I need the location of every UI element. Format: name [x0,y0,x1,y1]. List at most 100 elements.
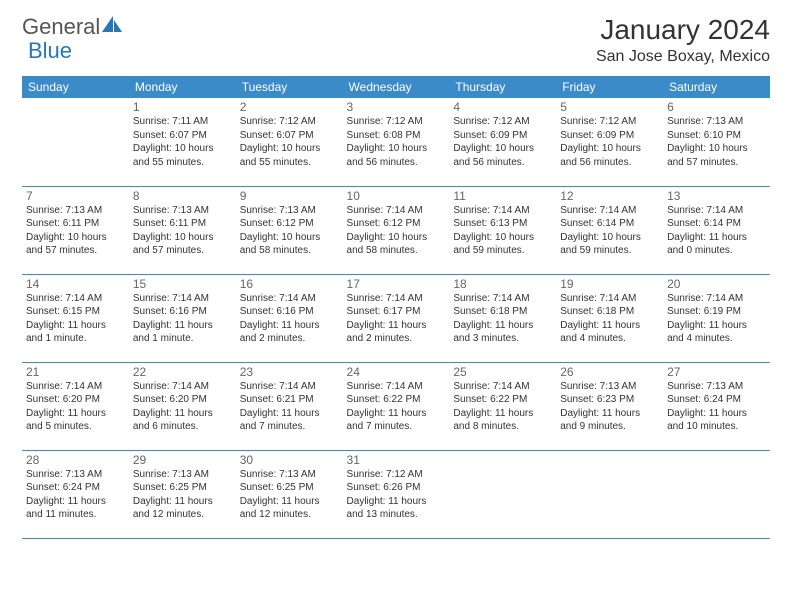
day-details: Sunrise: 7:11 AMSunset: 6:07 PMDaylight:… [133,115,232,169]
day-number: 7 [26,189,125,203]
day-number: 2 [240,100,339,114]
calendar-day-cell: 13Sunrise: 7:14 AMSunset: 6:14 PMDayligh… [663,186,770,274]
day-number: 30 [240,453,339,467]
calendar-day-cell: 5Sunrise: 7:12 AMSunset: 6:09 PMDaylight… [556,98,663,186]
day-number: 11 [453,189,552,203]
day-details: Sunrise: 7:13 AMSunset: 6:12 PMDaylight:… [240,204,339,258]
calendar-day-cell: 20Sunrise: 7:14 AMSunset: 6:19 PMDayligh… [663,274,770,362]
calendar-day-cell: 22Sunrise: 7:14 AMSunset: 6:20 PMDayligh… [129,362,236,450]
day-details: Sunrise: 7:13 AMSunset: 6:24 PMDaylight:… [667,380,766,434]
day-number: 21 [26,365,125,379]
calendar-week-row: 14Sunrise: 7:14 AMSunset: 6:15 PMDayligh… [22,274,770,362]
weekday-header: Tuesday [236,76,343,98]
day-details: Sunrise: 7:14 AMSunset: 6:18 PMDaylight:… [560,292,659,346]
day-details: Sunrise: 7:14 AMSunset: 6:13 PMDaylight:… [453,204,552,258]
day-details: Sunrise: 7:13 AMSunset: 6:10 PMDaylight:… [667,115,766,169]
calendar-day-cell: 19Sunrise: 7:14 AMSunset: 6:18 PMDayligh… [556,274,663,362]
day-number: 14 [26,277,125,291]
calendar-day-cell [449,450,556,538]
day-number: 19 [560,277,659,291]
calendar-day-cell: 17Sunrise: 7:14 AMSunset: 6:17 PMDayligh… [343,274,450,362]
day-details: Sunrise: 7:14 AMSunset: 6:14 PMDaylight:… [667,204,766,258]
header: General January 2024 San Jose Boxay, Mex… [22,14,770,66]
day-number: 18 [453,277,552,291]
day-details: Sunrise: 7:13 AMSunset: 6:25 PMDaylight:… [240,468,339,522]
day-number: 13 [667,189,766,203]
day-details: Sunrise: 7:14 AMSunset: 6:20 PMDaylight:… [26,380,125,434]
day-number: 5 [560,100,659,114]
calendar-day-cell: 14Sunrise: 7:14 AMSunset: 6:15 PMDayligh… [22,274,129,362]
calendar-day-cell: 10Sunrise: 7:14 AMSunset: 6:12 PMDayligh… [343,186,450,274]
logo: General [22,14,124,40]
calendar-day-cell: 6Sunrise: 7:13 AMSunset: 6:10 PMDaylight… [663,98,770,186]
weekday-header: Sunday [22,76,129,98]
day-number: 20 [667,277,766,291]
day-details: Sunrise: 7:14 AMSunset: 6:20 PMDaylight:… [133,380,232,434]
day-details: Sunrise: 7:14 AMSunset: 6:16 PMDaylight:… [240,292,339,346]
calendar-day-cell: 26Sunrise: 7:13 AMSunset: 6:23 PMDayligh… [556,362,663,450]
day-number: 9 [240,189,339,203]
calendar-day-cell: 25Sunrise: 7:14 AMSunset: 6:22 PMDayligh… [449,362,556,450]
day-details: Sunrise: 7:12 AMSunset: 6:08 PMDaylight:… [347,115,446,169]
day-details: Sunrise: 7:13 AMSunset: 6:23 PMDaylight:… [560,380,659,434]
day-details: Sunrise: 7:12 AMSunset: 6:09 PMDaylight:… [560,115,659,169]
day-number: 3 [347,100,446,114]
calendar-day-cell: 2Sunrise: 7:12 AMSunset: 6:07 PMDaylight… [236,98,343,186]
day-details: Sunrise: 7:12 AMSunset: 6:07 PMDaylight:… [240,115,339,169]
page: General January 2024 San Jose Boxay, Mex… [0,0,792,553]
day-details: Sunrise: 7:12 AMSunset: 6:09 PMDaylight:… [453,115,552,169]
calendar-day-cell: 12Sunrise: 7:14 AMSunset: 6:14 PMDayligh… [556,186,663,274]
calendar-day-cell: 7Sunrise: 7:13 AMSunset: 6:11 PMDaylight… [22,186,129,274]
calendar-day-cell: 24Sunrise: 7:14 AMSunset: 6:22 PMDayligh… [343,362,450,450]
day-details: Sunrise: 7:13 AMSunset: 6:11 PMDaylight:… [26,204,125,258]
day-number: 15 [133,277,232,291]
month-title: January 2024 [596,14,770,46]
day-details: Sunrise: 7:14 AMSunset: 6:12 PMDaylight:… [347,204,446,258]
calendar-week-row: 1Sunrise: 7:11 AMSunset: 6:07 PMDaylight… [22,98,770,186]
calendar-day-cell: 9Sunrise: 7:13 AMSunset: 6:12 PMDaylight… [236,186,343,274]
day-details: Sunrise: 7:14 AMSunset: 6:21 PMDaylight:… [240,380,339,434]
day-number: 27 [667,365,766,379]
calendar-table: SundayMondayTuesdayWednesdayThursdayFrid… [22,76,770,539]
weekday-header: Thursday [449,76,556,98]
day-number: 26 [560,365,659,379]
calendar-day-cell: 4Sunrise: 7:12 AMSunset: 6:09 PMDaylight… [449,98,556,186]
calendar-day-cell: 11Sunrise: 7:14 AMSunset: 6:13 PMDayligh… [449,186,556,274]
calendar-body: 1Sunrise: 7:11 AMSunset: 6:07 PMDaylight… [22,98,770,538]
calendar-week-row: 7Sunrise: 7:13 AMSunset: 6:11 PMDaylight… [22,186,770,274]
title-block: January 2024 San Jose Boxay, Mexico [596,14,770,66]
day-number: 4 [453,100,552,114]
day-details: Sunrise: 7:14 AMSunset: 6:17 PMDaylight:… [347,292,446,346]
day-number: 6 [667,100,766,114]
day-details: Sunrise: 7:13 AMSunset: 6:25 PMDaylight:… [133,468,232,522]
day-number: 17 [347,277,446,291]
calendar-day-cell: 8Sunrise: 7:13 AMSunset: 6:11 PMDaylight… [129,186,236,274]
calendar-day-cell: 3Sunrise: 7:12 AMSunset: 6:08 PMDaylight… [343,98,450,186]
day-details: Sunrise: 7:14 AMSunset: 6:22 PMDaylight:… [347,380,446,434]
calendar-day-cell: 31Sunrise: 7:12 AMSunset: 6:26 PMDayligh… [343,450,450,538]
day-number: 29 [133,453,232,467]
day-number: 16 [240,277,339,291]
calendar-day-cell [663,450,770,538]
logo-blue-wrap: Blue [28,38,72,64]
calendar-day-cell: 27Sunrise: 7:13 AMSunset: 6:24 PMDayligh… [663,362,770,450]
day-number: 25 [453,365,552,379]
weekday-header: Friday [556,76,663,98]
location: San Jose Boxay, Mexico [596,48,770,66]
logo-text-blue: Blue [28,38,72,63]
calendar-day-cell: 29Sunrise: 7:13 AMSunset: 6:25 PMDayligh… [129,450,236,538]
day-details: Sunrise: 7:14 AMSunset: 6:15 PMDaylight:… [26,292,125,346]
day-number: 31 [347,453,446,467]
calendar-day-cell [556,450,663,538]
calendar-week-row: 28Sunrise: 7:13 AMSunset: 6:24 PMDayligh… [22,450,770,538]
calendar-day-cell: 23Sunrise: 7:14 AMSunset: 6:21 PMDayligh… [236,362,343,450]
sail-icon [102,16,124,39]
calendar-day-cell: 28Sunrise: 7:13 AMSunset: 6:24 PMDayligh… [22,450,129,538]
calendar-day-cell [22,98,129,186]
day-number: 8 [133,189,232,203]
calendar-day-cell: 1Sunrise: 7:11 AMSunset: 6:07 PMDaylight… [129,98,236,186]
calendar-day-cell: 18Sunrise: 7:14 AMSunset: 6:18 PMDayligh… [449,274,556,362]
day-details: Sunrise: 7:14 AMSunset: 6:18 PMDaylight:… [453,292,552,346]
calendar-header-row: SundayMondayTuesdayWednesdayThursdayFrid… [22,76,770,98]
day-number: 24 [347,365,446,379]
